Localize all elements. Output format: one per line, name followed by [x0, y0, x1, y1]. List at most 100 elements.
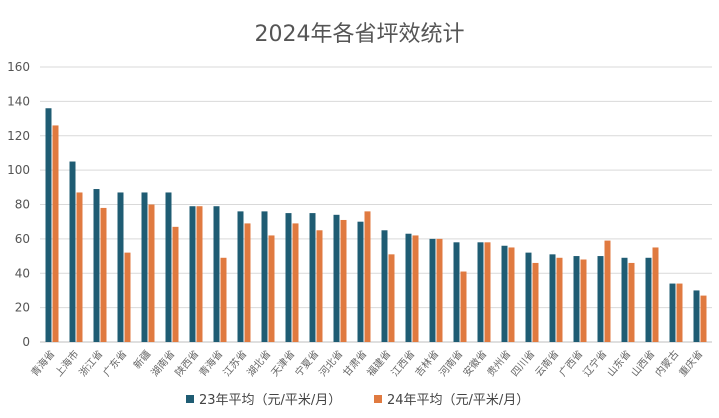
chart-title: 2024年各省坪效统计: [254, 22, 465, 47]
x-category-label: 天津省: [268, 348, 297, 379]
y-tick-label: 100: [7, 163, 30, 177]
x-category-label: 江西省: [388, 348, 417, 379]
x-category-label: 青海省: [28, 348, 57, 379]
bar-24: [580, 259, 587, 342]
x-category-label: 内蒙古: [652, 348, 681, 379]
x-category-label: 山西省: [628, 348, 657, 379]
bar-23: [141, 192, 148, 342]
x-category-label: 山东省: [604, 348, 633, 379]
x-category-label: 四川省: [508, 348, 537, 379]
bar-24: [76, 192, 83, 342]
bar-23: [285, 213, 292, 342]
bar-23: [405, 233, 412, 342]
bar-23: [693, 290, 700, 342]
bar-24: [556, 257, 563, 342]
bar-23: [165, 192, 172, 342]
x-category-label: 青海省: [196, 348, 225, 379]
bar-24: [388, 254, 395, 342]
bar-24: [700, 295, 707, 342]
bar-23: [333, 214, 340, 342]
bar-23: [69, 161, 76, 342]
x-category-label: 吉林省: [412, 348, 441, 379]
y-tick-label: 60: [15, 232, 30, 246]
y-tick-label: 160: [7, 60, 30, 74]
bar-24: [172, 226, 179, 342]
y-tick-label: 120: [7, 129, 30, 143]
bar-24: [364, 211, 371, 342]
bar-23: [621, 257, 628, 342]
x-category-label: 云南省: [532, 348, 561, 379]
bar-24: [100, 207, 107, 342]
bar-23: [669, 283, 676, 342]
x-category-label: 江苏省: [220, 348, 249, 379]
x-category-label: 陕西省: [172, 348, 201, 379]
legend-swatch: [374, 395, 382, 403]
legend-label: 23年平均（元/平米/月）: [199, 393, 341, 408]
bar-24: [148, 204, 155, 342]
y-axis-ticks: 0 20 40 60 80 100 120 140 160: [7, 60, 30, 349]
bar-23: [549, 254, 556, 342]
bar-23: [93, 189, 100, 342]
y-tick-label: 0: [22, 335, 30, 349]
y-tick-label: 40: [15, 266, 30, 280]
bar-23: [429, 238, 436, 342]
x-category-label: 湖北省: [244, 348, 273, 379]
bar-24: [436, 238, 443, 342]
x-category-label: 河南省: [436, 348, 465, 379]
bar-24: [412, 235, 419, 342]
bar-23: [261, 211, 268, 342]
bar-23: [357, 221, 364, 342]
x-category-label: 广东省: [100, 348, 129, 379]
legend: 23年平均（元/平米/月） 24年平均（元/平米/月）: [186, 393, 529, 408]
bar-24: [52, 125, 59, 342]
x-category-label: 新疆: [130, 348, 153, 372]
bar-23: [237, 211, 244, 342]
x-category-label: 河北省: [316, 348, 345, 379]
bar-24: [124, 252, 131, 342]
x-category-label: 福建省: [364, 348, 393, 379]
bar-24: [196, 206, 203, 342]
x-category-label: 湖南省: [148, 348, 177, 379]
bar-24: [316, 230, 323, 342]
bars: [45, 108, 707, 342]
bar-23: [213, 206, 220, 342]
y-tick-label: 80: [15, 198, 30, 212]
bar-23: [453, 242, 460, 342]
x-category-label: 重庆省: [676, 348, 705, 379]
bar-24: [532, 262, 539, 342]
bar-24: [460, 271, 467, 342]
bar-23: [117, 192, 124, 342]
bar-24: [652, 247, 659, 342]
bar-23: [501, 245, 508, 342]
bar-23: [573, 256, 580, 342]
bar-23: [309, 213, 316, 342]
bar-24: [628, 262, 635, 342]
bar-24: [484, 242, 491, 342]
bar-23: [189, 206, 196, 342]
bar-24: [292, 223, 299, 342]
bar-24: [676, 283, 683, 342]
y-tick-label: 20: [15, 301, 30, 315]
legend-swatch: [186, 395, 194, 403]
bar-24: [268, 235, 275, 342]
bar-23: [45, 108, 52, 342]
bar-23: [477, 242, 484, 342]
bar-24: [508, 247, 515, 342]
bar-24: [340, 219, 347, 342]
x-category-label: 上海市: [52, 348, 81, 379]
x-category-label: 甘肃省: [340, 348, 369, 379]
bar-24: [604, 240, 611, 342]
grid-lines: [40, 66, 712, 343]
bar-23: [597, 256, 604, 342]
legend-label: 24年平均（元/平米/月）: [387, 393, 529, 408]
bar-23: [645, 257, 652, 342]
bar-24: [220, 257, 227, 342]
y-tick-label: 140: [7, 94, 30, 108]
x-category-label: 安徽省: [460, 348, 489, 379]
bar-23: [525, 252, 532, 342]
x-category-label: 广西省: [556, 348, 585, 379]
bar-23: [381, 230, 388, 342]
